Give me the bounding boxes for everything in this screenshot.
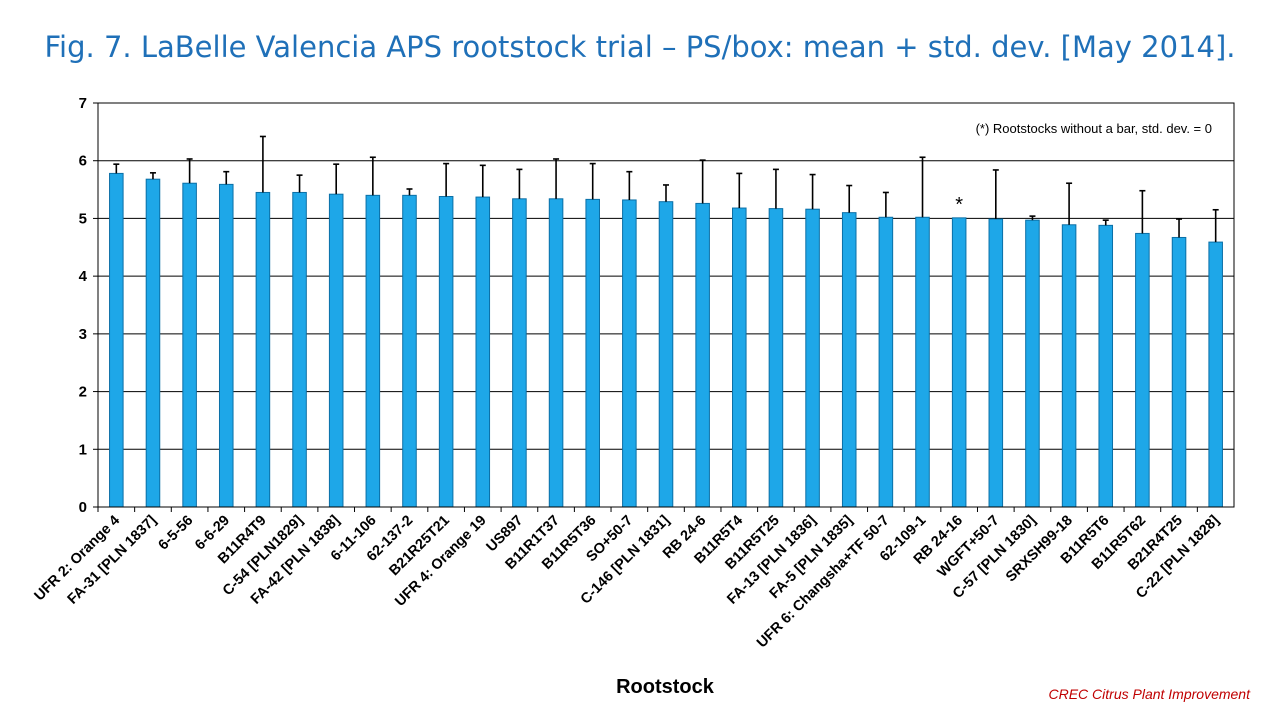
bar: [988, 218, 1004, 508]
bar: [732, 207, 747, 508]
bar: [1208, 241, 1223, 508]
bar: [145, 178, 161, 508]
std-dev-note: (*) Rootstocks without a bar, std. dev. …: [976, 121, 1212, 136]
y-tick-label: 7: [79, 95, 87, 112]
y-axis-ticks: 0 1 2 3 4 5 6 7: [79, 95, 98, 516]
bar: [768, 208, 784, 508]
bar: [365, 194, 381, 508]
bar: [512, 198, 527, 508]
y-tick-label: 4: [79, 268, 88, 285]
bar: [951, 217, 967, 508]
bar: [182, 182, 197, 508]
chart-title: Fig. 7. LaBelle Valencia APS rootstock t…: [44, 30, 1236, 64]
bar: [475, 196, 491, 508]
x-axis-ticks: UFR 2: Orange 4FA-31 [PLN 1837]6-5-566-6…: [32, 507, 1223, 651]
bar: [438, 195, 454, 508]
x-tick-label: 6-5-56: [155, 513, 196, 554]
credit-label: CREC Citrus Plant Improvement: [1048, 686, 1250, 702]
bar: [548, 198, 564, 508]
y-tick-label: 0: [79, 499, 87, 516]
bar: [1061, 224, 1077, 508]
bar: [915, 216, 930, 508]
bar: [109, 172, 124, 508]
bar: [585, 198, 600, 508]
bar: [805, 208, 820, 508]
bar: [218, 183, 234, 508]
y-tick-label: 6: [79, 153, 87, 170]
bar: [255, 191, 271, 508]
y-tick-label: 1: [79, 441, 87, 458]
y-tick-label: 5: [79, 210, 87, 227]
bar: [1135, 232, 1150, 508]
bar: [695, 202, 710, 508]
bar: [1098, 224, 1114, 508]
error-bars: [113, 135, 1219, 243]
bar: [841, 212, 857, 508]
bar: [292, 191, 307, 508]
bar: [402, 194, 417, 508]
bar: [622, 199, 637, 508]
x-axis-title: Rootstock: [616, 676, 715, 698]
bar: [878, 216, 894, 508]
bar: [328, 193, 344, 508]
y-tick-label: 3: [79, 326, 87, 343]
bar-series: [109, 172, 1223, 508]
plot-frame: [97, 102, 1235, 508]
bar: [1171, 236, 1187, 508]
zero-std-dev-star: *: [955, 194, 963, 216]
y-tick-label: 2: [79, 384, 87, 401]
bar: [1025, 219, 1040, 508]
bar: [658, 201, 674, 508]
